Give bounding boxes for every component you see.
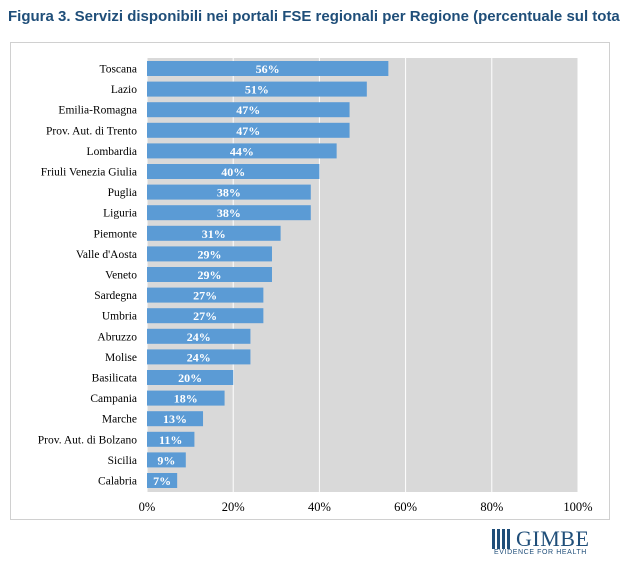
data-label: 38% xyxy=(217,206,241,220)
category-label: Marche xyxy=(102,414,137,426)
data-label: 27% xyxy=(193,309,217,323)
data-label: 29% xyxy=(197,268,221,282)
x-axis-tick-labels: 0% 20% 40% 60% 80% 100% xyxy=(139,500,593,514)
category-label: Abruzzo xyxy=(97,331,137,343)
category-labels: Toscana Lazio Emilia-Romagna Prov. Aut. di … xyxy=(38,64,137,488)
category-label: Valle d'Aosta xyxy=(76,249,137,261)
data-label: 29% xyxy=(197,247,221,261)
data-label: 27% xyxy=(193,289,217,303)
bar xyxy=(147,122,350,138)
chart-title: Figura 3. Servizi disponibili nei portal… xyxy=(8,8,620,25)
logo-wordmark: GIMBE xyxy=(516,526,590,551)
chart-frame xyxy=(10,42,610,520)
data-label: 24% xyxy=(187,330,211,344)
x-tick-label: 60% xyxy=(394,500,417,514)
category-label: Prov. Aut. di Bolzano xyxy=(38,434,137,446)
category-label: Calabria xyxy=(98,476,137,488)
bar xyxy=(147,225,281,241)
x-tick-label: 20% xyxy=(222,500,245,514)
category-label: Lombardia xyxy=(87,146,137,158)
category-label: Piemonte xyxy=(94,228,137,240)
category-label: Campania xyxy=(90,393,137,405)
data-label: 47% xyxy=(236,103,260,117)
bar xyxy=(147,370,234,385)
data-label: 31% xyxy=(202,227,226,241)
gimbe-logo-mark-icon xyxy=(492,529,512,549)
category-label: Puglia xyxy=(108,187,137,199)
gimbe-logo: GIMBE EVIDENCE FOR HEALTH xyxy=(492,526,600,558)
bar xyxy=(147,205,311,221)
data-label: 38% xyxy=(217,186,241,200)
category-label: Basilicata xyxy=(92,373,137,385)
bar xyxy=(147,328,251,344)
category-label: Umbria xyxy=(102,311,137,323)
bar xyxy=(147,473,178,488)
bar xyxy=(147,287,264,303)
bar xyxy=(147,102,350,118)
bar xyxy=(147,184,311,200)
category-label: Lazio xyxy=(111,84,137,96)
bar xyxy=(147,81,367,97)
bar xyxy=(147,411,204,427)
data-label: 13% xyxy=(163,412,187,426)
x-tick-label: 100% xyxy=(563,500,592,514)
bar xyxy=(147,390,225,406)
data-label: 18% xyxy=(174,392,198,406)
bars xyxy=(147,61,389,488)
data-label: 47% xyxy=(236,124,260,138)
bar xyxy=(147,164,320,179)
category-label: Friuli Venezia Giulia xyxy=(41,167,137,179)
logo-tagline: EVIDENCE FOR HEALTH xyxy=(494,549,587,556)
category-label: Liguria xyxy=(103,208,137,220)
bar xyxy=(147,246,272,262)
data-label: 9% xyxy=(157,453,175,467)
data-label: 11% xyxy=(159,433,182,447)
category-label: Emilia-Romagna xyxy=(58,105,137,117)
bar xyxy=(147,452,186,468)
bar xyxy=(147,61,389,76)
data-label: 51% xyxy=(245,83,269,97)
category-label: Sardegna xyxy=(94,290,137,302)
category-label: Sicilia xyxy=(108,455,137,467)
x-tick-label: 40% xyxy=(308,500,331,514)
data-label: 7% xyxy=(153,474,171,488)
category-label: Prov. Aut. di Trento xyxy=(46,125,137,137)
data-label: 20% xyxy=(178,371,202,385)
bar xyxy=(147,267,272,282)
data-label: 44% xyxy=(230,144,254,158)
x-tick-label: 0% xyxy=(139,500,156,514)
category-label: Molise xyxy=(105,352,137,364)
data-labels: 56% 51% 47% 47% 44% 40% 38% 38% 31% 29% 29% 27% 27% 2… xyxy=(153,62,280,488)
bar xyxy=(147,349,251,365)
bar xyxy=(147,308,264,324)
data-label: 24% xyxy=(187,350,211,364)
x-tick-label: 80% xyxy=(480,500,503,514)
data-label: 40% xyxy=(221,165,245,179)
category-label: Veneto xyxy=(105,270,137,282)
data-label: 56% xyxy=(256,62,280,76)
category-label: Toscana xyxy=(99,64,137,76)
bar xyxy=(147,431,195,447)
bar xyxy=(147,143,337,159)
